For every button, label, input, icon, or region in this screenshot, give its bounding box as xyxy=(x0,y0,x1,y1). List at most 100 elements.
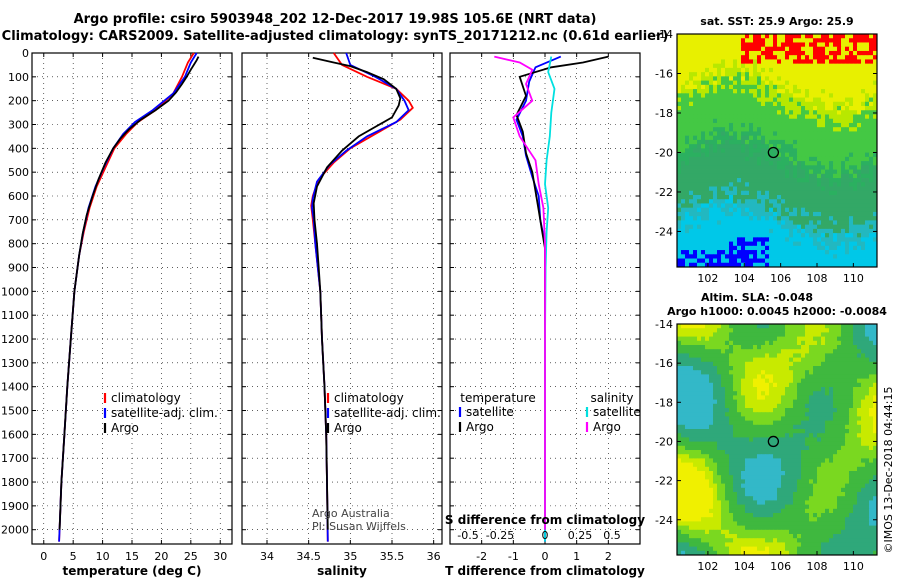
map-cell xyxy=(853,76,858,81)
map-cell xyxy=(701,441,706,447)
map-cell xyxy=(725,475,730,480)
y-tick-label: 2000 xyxy=(1,524,29,537)
map-cell xyxy=(829,441,834,447)
map-cell xyxy=(801,97,806,103)
map-cell xyxy=(865,258,870,264)
map-cell xyxy=(785,106,790,111)
map-cell xyxy=(857,328,862,333)
map-cell xyxy=(749,152,754,158)
map-cell xyxy=(853,199,858,204)
map-cell xyxy=(873,203,878,209)
map-x-tick-label: 110 xyxy=(843,272,864,285)
map-cell xyxy=(817,211,822,217)
map-cell xyxy=(677,127,682,132)
map-cell xyxy=(689,211,694,217)
map-cell xyxy=(781,479,786,484)
y-tick-label: 1900 xyxy=(1,500,29,513)
map-cell xyxy=(789,233,794,238)
map-cell xyxy=(793,237,798,242)
map-cell xyxy=(773,241,778,247)
map-cell xyxy=(713,374,718,379)
map-cell xyxy=(805,144,810,149)
map-cell xyxy=(773,254,778,259)
map-cell xyxy=(689,340,694,346)
map-cell xyxy=(805,97,810,103)
map-cell xyxy=(829,370,834,375)
x-tick-label: 2 xyxy=(605,550,612,563)
map-cell xyxy=(873,152,878,158)
map-cell xyxy=(865,152,870,158)
map-cell xyxy=(853,169,858,175)
map-cell xyxy=(793,471,798,476)
map-cell xyxy=(785,340,790,346)
map-cell xyxy=(745,106,750,111)
map-cell xyxy=(785,165,790,170)
map-cell xyxy=(697,445,702,451)
map-cell xyxy=(741,55,746,60)
map-cell xyxy=(729,186,734,192)
map-cell xyxy=(861,203,866,209)
map-cell xyxy=(805,382,810,388)
map-cell xyxy=(813,471,818,476)
map-cell xyxy=(753,403,758,409)
map-cell xyxy=(717,34,722,39)
map-cell xyxy=(773,332,778,337)
map-cell xyxy=(685,106,690,111)
map-cell xyxy=(801,67,806,73)
map-cell xyxy=(873,324,878,329)
map-cell xyxy=(781,89,786,94)
map-cell xyxy=(861,262,866,268)
map-cell xyxy=(741,190,746,196)
map-cell xyxy=(761,106,766,111)
map-cell xyxy=(701,89,706,94)
map-cell xyxy=(837,165,842,170)
map-cell xyxy=(817,76,822,81)
map-cell xyxy=(857,63,862,69)
map-cell xyxy=(681,216,686,221)
map-cell xyxy=(845,34,850,39)
map-cell xyxy=(857,67,862,73)
map-cell xyxy=(733,254,738,259)
map-cell xyxy=(841,254,846,259)
map-cell xyxy=(725,211,730,217)
map-cell xyxy=(849,408,854,413)
map-cell xyxy=(761,80,766,86)
map-cell xyxy=(769,182,774,187)
map-cell xyxy=(757,361,762,367)
map-cell xyxy=(745,332,750,337)
map-cell xyxy=(805,148,810,154)
map-cell xyxy=(845,357,850,363)
map-cell xyxy=(749,182,754,187)
map-cell xyxy=(677,203,682,209)
map-cell xyxy=(857,156,862,162)
map-cell xyxy=(781,84,786,90)
map-cell xyxy=(749,216,754,221)
map-cell xyxy=(749,424,754,430)
map-cell xyxy=(737,241,742,247)
map-cell xyxy=(765,399,770,405)
map-cell xyxy=(681,336,686,342)
map-cell xyxy=(737,258,742,264)
map-cell xyxy=(873,233,878,238)
map-cell xyxy=(809,233,814,238)
sal-annotation: Argo Australia xyxy=(312,507,390,520)
map-cell xyxy=(721,190,726,196)
title-line-2: Climatology: CARS2009. Satellite-adjuste… xyxy=(1,29,669,44)
map-cell xyxy=(821,144,826,149)
map-cell xyxy=(693,395,698,400)
map-cell xyxy=(853,408,858,413)
map-cell xyxy=(713,194,718,200)
map-cell xyxy=(817,450,822,455)
map-cell xyxy=(713,258,718,264)
map-cell xyxy=(821,416,826,421)
map-cell xyxy=(737,220,742,226)
map-cell xyxy=(689,165,694,170)
map-cell xyxy=(677,340,682,346)
map-cell xyxy=(753,254,758,259)
series-line-t-satellite xyxy=(515,55,562,542)
map-cell xyxy=(693,55,698,60)
map-cell xyxy=(873,366,878,371)
map-cell xyxy=(721,445,726,451)
map-cell xyxy=(837,416,842,421)
map-cell xyxy=(725,63,730,69)
